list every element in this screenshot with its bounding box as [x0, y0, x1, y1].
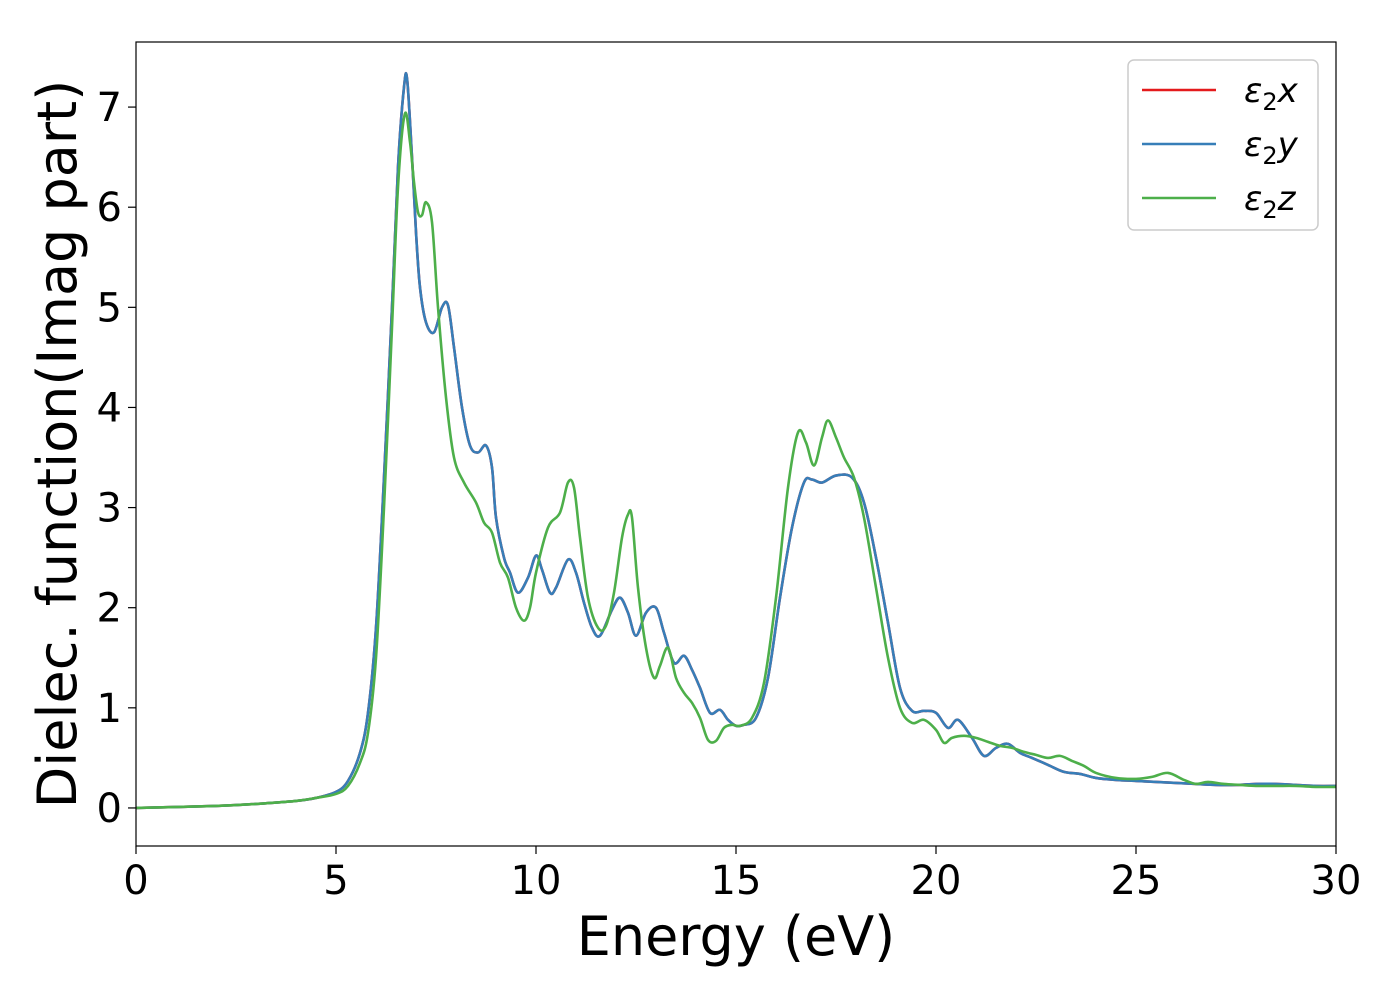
x-tick-label: 10	[511, 858, 562, 904]
series-line-z	[136, 111, 1336, 810]
x-tick-label: 5	[323, 858, 348, 904]
x-axis: 0 5 10 15 20 25 30	[123, 846, 1361, 904]
legend: ε2x ε2y ε2z	[1127, 59, 1319, 231]
y-tick-label: 6	[97, 185, 122, 231]
x-tick-label: 0	[123, 858, 148, 904]
legend-label-y: ε2y	[1244, 125, 1299, 170]
legend-label-x: ε2x	[1244, 71, 1299, 116]
y-tick-label: 0	[97, 786, 122, 832]
x-tick-label: 30	[1311, 858, 1362, 904]
x-axis-label: Energy (eV)	[577, 905, 896, 968]
y-tick-label: 3	[97, 486, 122, 532]
legend-frame	[1127, 59, 1319, 231]
y-tick-label: 5	[97, 285, 122, 331]
x-tick-label: 15	[711, 858, 762, 904]
legend-label-z: ε2z	[1244, 179, 1297, 224]
y-axis: 0 1 2 3 4 5 6 7	[97, 85, 136, 832]
y-axis-label: Dielec. function(Imag part)	[26, 80, 89, 809]
y-tick-label: 4	[97, 385, 122, 431]
plot-area	[136, 72, 1336, 810]
x-tick-label: 20	[911, 858, 962, 904]
y-tick-label: 7	[97, 85, 122, 131]
y-tick-label: 1	[97, 686, 122, 732]
series-line-y	[136, 72, 1336, 810]
y-tick-label: 2	[97, 586, 122, 632]
x-tick-label: 25	[1111, 858, 1162, 904]
